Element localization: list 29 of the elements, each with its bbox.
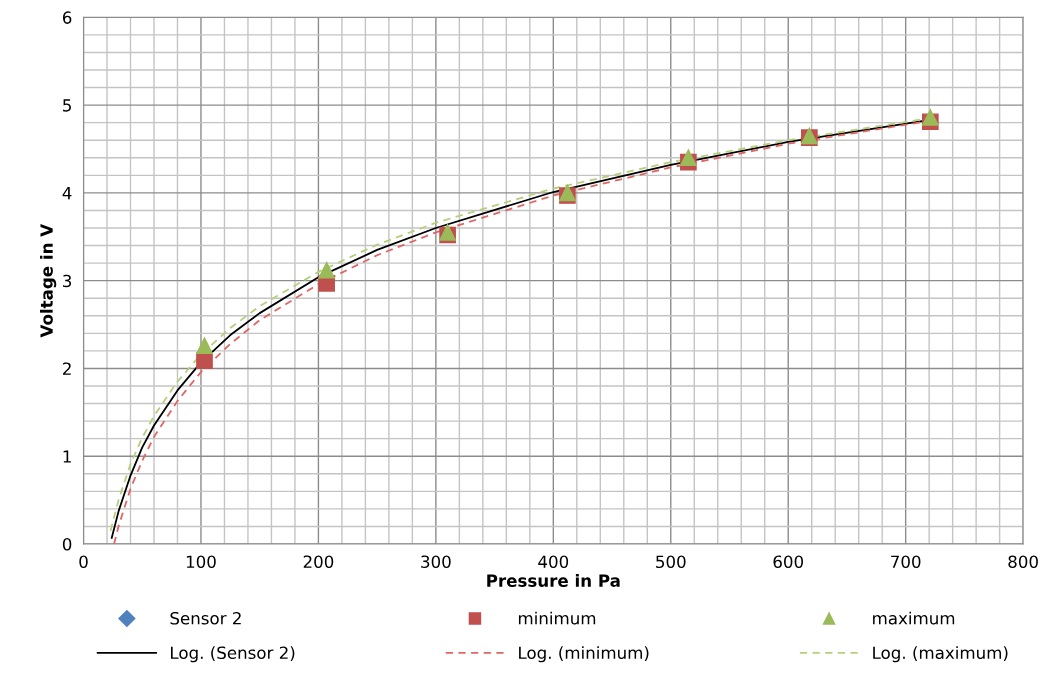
- x-tick-label: 800: [1008, 555, 1038, 569]
- point: [922, 109, 939, 126]
- point: [318, 261, 335, 279]
- x-tick-label: 100: [186, 555, 216, 569]
- x-axis-title: Pressure in Pa: [487, 574, 620, 587]
- x-tick-label: 400: [538, 555, 569, 569]
- legend-label: maximum: [873, 611, 955, 625]
- y-tick-label: 5: [63, 99, 71, 112]
- legend-label: minimum: [518, 611, 596, 625]
- x-tick-label: 300: [421, 555, 451, 569]
- y-tick-label: 2: [63, 362, 71, 375]
- x-tick-label: 600: [773, 555, 804, 569]
- x-tick-label: 700: [891, 555, 921, 569]
- y-tick-label: 6: [62, 11, 72, 24]
- x-tick-label: 200: [303, 555, 334, 569]
- y-tick-label: 1: [63, 450, 71, 463]
- point: [196, 337, 213, 354]
- y-tick-label: 0: [62, 537, 72, 551]
- point: [680, 149, 697, 167]
- legend-label: Sensor 2: [170, 611, 241, 625]
- point: [196, 352, 213, 369]
- y-tick-label: 3: [63, 274, 72, 288]
- x-tick-label: 0: [79, 555, 88, 569]
- x-tick-label: 500: [656, 555, 686, 569]
- y-axis-title: Voltage in V: [39, 223, 57, 338]
- legend-label: Log. (maximum): [873, 646, 1008, 663]
- legend-label: Log. (Sensor 2): [171, 646, 295, 663]
- y-tick-label: 4: [62, 187, 72, 200]
- legend-label: Log. (minimum): [519, 646, 649, 663]
